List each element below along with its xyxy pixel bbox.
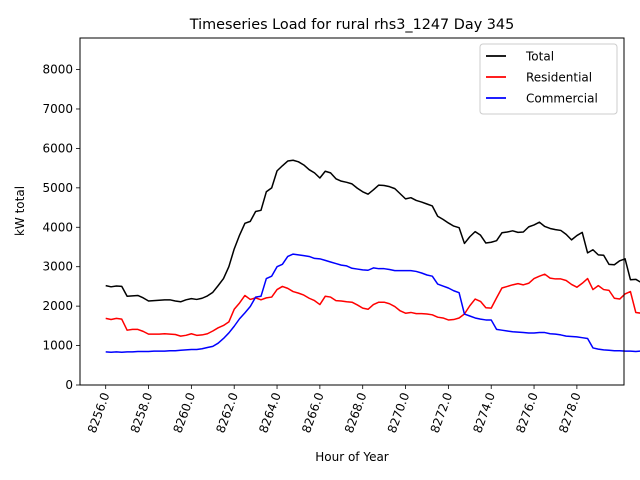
series-line-commercial: [105, 253, 640, 354]
y-tick-label: 1000: [42, 339, 73, 353]
legend-box: [479, 43, 618, 115]
y-axis-label: kW total: [13, 186, 27, 236]
legend-label-commercial: Commercial: [526, 92, 598, 106]
y-tick-label: 8000: [42, 63, 73, 77]
y-tick-label: 4000: [42, 220, 73, 234]
x-axis-label: Hour of Year: [315, 450, 389, 464]
plot-frame: [79, 37, 625, 386]
series-layer: [105, 159, 640, 354]
legend-label-total: Total: [525, 50, 554, 64]
y-tick-label: 5000: [42, 181, 73, 195]
y-tick-label: 0: [65, 378, 73, 392]
legend: Total Residential Commercial: [479, 43, 618, 115]
legend-label-residential: Residential: [526, 71, 592, 85]
y-axis: 0 1000 2000 3000 4000 5000 6000 7000 8000: [42, 63, 80, 392]
y-tick-label: 3000: [42, 260, 73, 274]
series-line-residential: [105, 273, 640, 337]
chart-title: Timeseries Load for rural rhs3_1247 Day …: [189, 17, 515, 33]
y-tick-label: 2000: [42, 299, 73, 313]
plot-area: [79, 37, 640, 386]
y-tick-label: 6000: [42, 141, 73, 155]
series-line-total: [105, 159, 640, 303]
y-tick-label: 7000: [42, 102, 73, 116]
